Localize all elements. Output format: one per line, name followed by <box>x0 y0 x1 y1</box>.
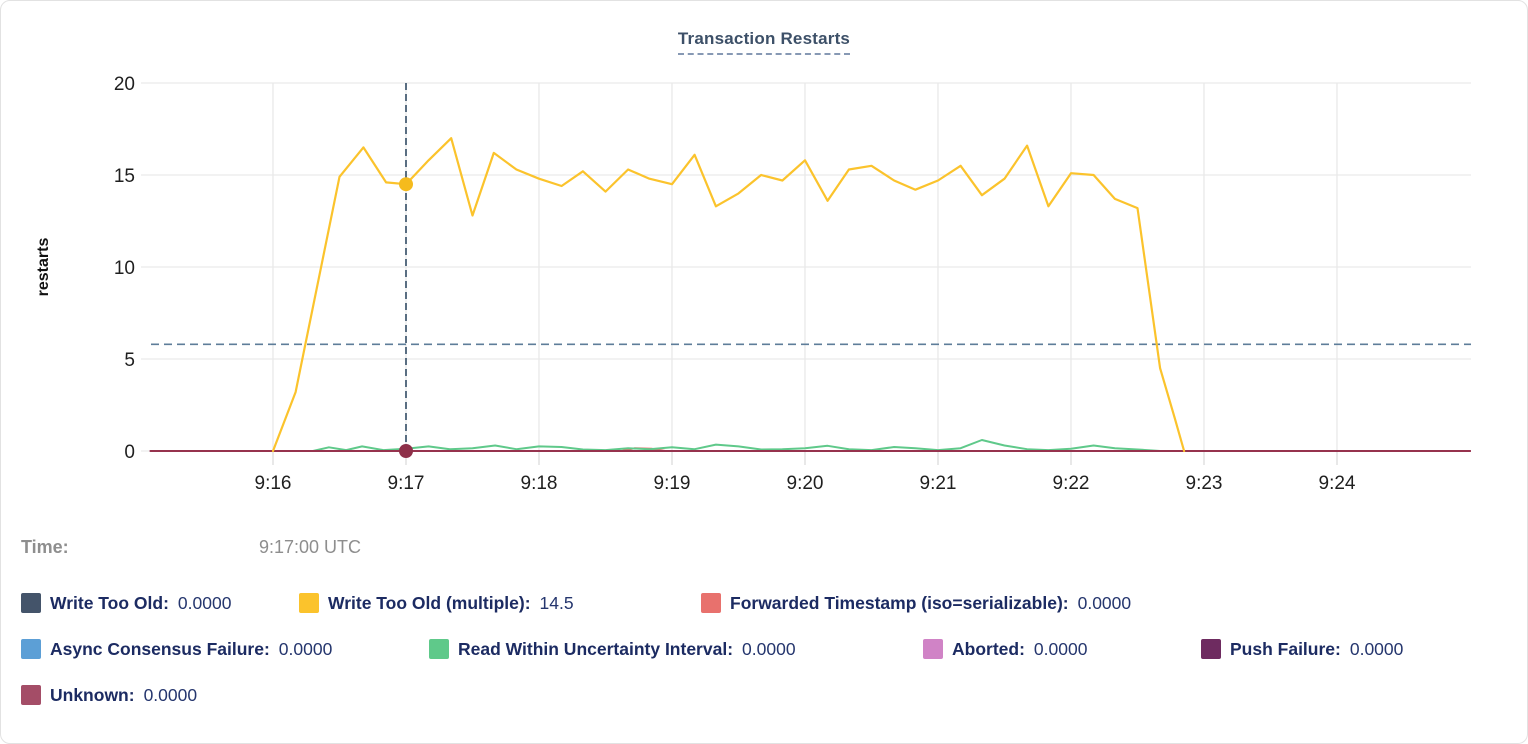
axis-labels: 0 5 10 15 20 9:16 9:17 9:18 9:19 9:20 9:21 9:22 9:23… <box>35 74 1356 494</box>
legend-item-label: Push Failure: <box>1230 638 1341 659</box>
y-axis-title: restarts <box>35 238 52 297</box>
series-line-write-too-old-multiple <box>271 137 1186 453</box>
time-label: Time: <box>21 537 69 557</box>
x-tick-label: 9:24 <box>1319 473 1356 494</box>
time-value: 9:17:00 UTC <box>259 537 362 557</box>
x-tick-label: 9:16 <box>255 473 292 494</box>
chart-title-wrap: Transaction Restarts <box>1 29 1527 55</box>
legend-item-write-too-old-multiple[interactable]: Write Too Old (multiple): 14.5 <box>299 591 574 615</box>
legend-item-value: 14.5 <box>539 592 574 613</box>
legend-item-unknown[interactable]: Unknown: 0.0000 <box>21 683 197 707</box>
legend-swatch <box>21 593 41 613</box>
legend: Write Too Old: 0.0000 Write Too Old (multi… <box>21 591 1507 729</box>
legend-item-push-failure[interactable]: Push Failure: 0.0000 <box>1201 637 1403 661</box>
x-tick-label: 9:21 <box>920 473 957 494</box>
gridlines <box>141 82 1471 465</box>
x-tick-label: 9:22 <box>1053 473 1090 494</box>
legend-item-label: Write Too Old: <box>50 592 169 613</box>
x-tick-label: 9:18 <box>521 473 558 494</box>
crosshair-dot-unknown <box>399 444 413 458</box>
x-tick-label: 9:19 <box>654 473 691 494</box>
legend-item-label: Forwarded Timestamp (iso=serializable): <box>730 592 1069 613</box>
crosshair-dot-write-too-old-multiple <box>399 177 413 192</box>
legend-item-label: Unknown: <box>50 684 135 705</box>
legend-swatch <box>1201 639 1221 659</box>
y-tick-label: 20 <box>114 74 135 95</box>
y-tick-label: 5 <box>124 350 135 371</box>
legend-row: Unknown: 0.0000 <box>21 683 1507 729</box>
legend-item-read-within-uncertainty-interval[interactable]: Read Within Uncertainty Interval: 0.0000 <box>429 637 796 661</box>
legend-item-label: Aborted: <box>952 638 1025 659</box>
legend-item-forwarded-timestamp-iso-serializable[interactable]: Forwarded Timestamp (iso=serializable): 0… <box>701 591 1131 615</box>
x-tick-label: 9:23 <box>1186 473 1223 494</box>
x-tick-label: 9:17 <box>388 473 425 494</box>
legend-swatch <box>299 593 319 613</box>
y-tick-label: 10 <box>114 258 135 279</box>
legend-item-value: 0.0000 <box>1349 638 1404 659</box>
transaction-restarts-chart[interactable]: 0 5 10 15 20 9:16 9:17 9:18 9:19 9:20 9:21 9:22 9:23… <box>1 1 1528 521</box>
legend-item-aborted[interactable]: Aborted: 0.0000 <box>923 637 1087 661</box>
crosshair <box>399 83 413 458</box>
y-tick-label: 0 <box>124 442 135 463</box>
series-line-read-within-uncertainty-interval <box>311 439 1162 452</box>
legend-swatch <box>701 593 721 613</box>
chart-title[interactable]: Transaction Restarts <box>677 29 851 55</box>
legend-item-value: 0.0000 <box>278 638 333 659</box>
legend-swatch <box>21 639 41 659</box>
series-lines <box>149 137 1471 453</box>
legend-item-label: Async Consensus Failure: <box>50 638 270 659</box>
legend-item-value: 0.0000 <box>742 638 796 659</box>
x-tick-label: 9:20 <box>787 473 824 494</box>
legend-item-async-consensus-failure[interactable]: Async Consensus Failure: 0.0000 <box>21 637 332 661</box>
legend-item-write-too-old[interactable]: Write Too Old: 0.0000 <box>21 591 231 615</box>
legend-swatch <box>429 639 449 659</box>
legend-item-value: 0.0000 <box>1033 638 1088 659</box>
legend-row: Write Too Old: 0.0000 Write Too Old (multi… <box>21 591 1507 637</box>
legend-item-value: 0.0000 <box>143 684 198 705</box>
time-readout-row: Time: 9:17:00 UTC <box>1 537 1527 561</box>
legend-item-value: 0.0000 <box>177 592 232 613</box>
legend-swatch <box>923 639 943 659</box>
legend-swatch <box>21 685 41 705</box>
y-tick-label: 15 <box>114 166 135 187</box>
legend-item-value: 0.0000 <box>1077 592 1132 613</box>
legend-item-label: Read Within Uncertainty Interval: <box>458 638 734 659</box>
legend-item-label: Write Too Old (multiple): <box>328 592 531 613</box>
legend-row: Async Consensus Failure: 0.0000 Read Withi… <box>21 637 1507 683</box>
